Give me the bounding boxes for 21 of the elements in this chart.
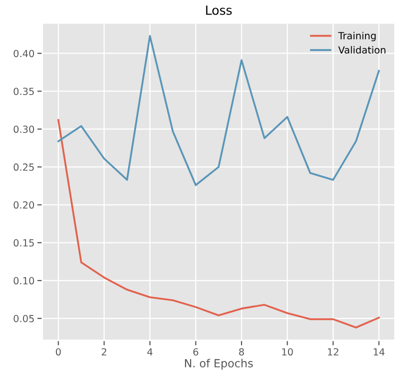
y-tick-label: 0.05 [14,314,34,322]
legend-label: Validation [338,46,386,54]
y-tick-label: 0.30 [14,126,34,133]
x-tick-label: 4 [147,348,152,356]
x-tick-label: 8 [239,348,244,356]
x-tick-label: 0 [56,348,61,356]
legend-label: Training [338,32,376,42]
line-series [57,119,380,328]
x-tick-label: 6 [193,348,198,356]
y-tick-label: 0.15 [14,239,34,247]
x-tick-label: 14 [374,348,385,356]
x-tick-label: 10 [282,348,293,356]
x-axis-title: N. of Epochs [185,358,253,370]
y-tick-label: 0.10 [14,277,34,284]
y-tick-label: 0.25 [14,163,34,171]
chart-title: Loss [206,6,232,15]
y-tick-label: 0.35 [14,88,34,96]
x-tick-label: 2 [102,348,106,356]
y-tick-label: 0.40 [14,50,34,58]
y-tick-label: 0.20 [14,201,34,209]
x-tick-label: 12 [328,348,338,356]
